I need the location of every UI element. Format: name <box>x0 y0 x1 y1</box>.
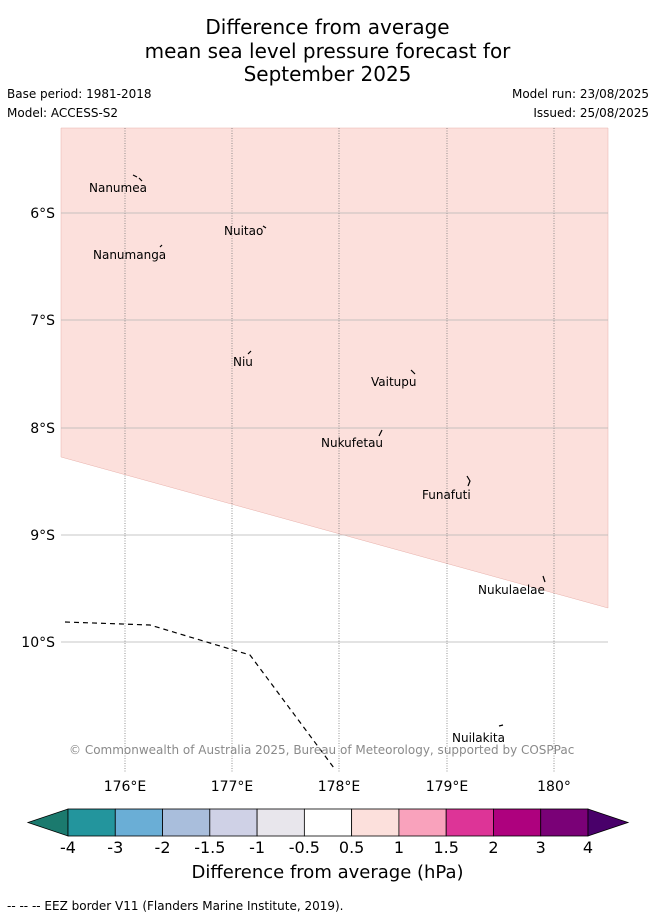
colorbar-tick-label: 4 <box>582 838 594 857</box>
island-shape-funafuti <box>466 475 471 487</box>
colorbar-segment <box>67 808 116 837</box>
copyright-notice: © Commonwealth of Australia 2025, Bureau… <box>69 743 574 757</box>
x-tick-176e: 176°E <box>104 779 147 795</box>
island-shape-niu <box>247 350 252 355</box>
colorbar-tick-label: -1.5 <box>194 838 226 857</box>
colorbar-segment <box>114 808 163 837</box>
island-shape-nukulaelae <box>542 575 546 583</box>
map-title: Difference from average mean sea level p… <box>0 15 655 87</box>
colorbar-tick-label: -4 <box>60 838 76 857</box>
colorbar-extend-high <box>587 808 630 837</box>
colorbar-segment <box>445 808 494 837</box>
island-shape-nanumanga <box>159 244 163 248</box>
colorbar-tick-label: 3 <box>535 838 546 857</box>
island-shape-nanumea <box>132 174 143 182</box>
colorbar-extend-low <box>26 808 69 837</box>
eez-border-line <box>64 621 335 769</box>
colorbar-title: Difference from average (hPa) <box>191 862 464 883</box>
colorbar-segment <box>303 808 353 837</box>
title-line-1: Difference from average <box>205 15 450 39</box>
island-label-nukulaelae: Nukulaelae <box>478 583 545 597</box>
y-tick-9s: 9°S <box>30 528 55 544</box>
colorbar-segment <box>209 808 258 837</box>
title-line-3: September 2025 <box>243 62 412 86</box>
colorbar <box>26 808 630 837</box>
colorbar-tick-label: -3 <box>107 838 124 857</box>
island-label-niu: Niu <box>233 355 253 369</box>
island-shapes <box>132 174 546 727</box>
colorbar-segment <box>493 808 542 837</box>
x-tick-177e: 177°E <box>211 779 254 795</box>
x-tick-178e: 178°E <box>318 779 361 795</box>
x-tick-179e: 179°E <box>426 779 469 795</box>
island-label-nuitao: Nuitao <box>224 224 263 238</box>
colorbar-segment <box>256 808 305 837</box>
island-label-nukufetau: Nukufetau <box>321 436 383 450</box>
y-tick-8s: 8°S <box>30 421 55 437</box>
title-line-2: mean sea level pressure forecast for <box>144 38 511 63</box>
island-label-nuilakita: Nuilakita <box>452 731 505 745</box>
colorbar-tick-label: -1 <box>249 838 266 857</box>
issued-date: Issued: 25/08/2025 <box>533 106 649 120</box>
island-shape-nukufetau <box>378 429 383 437</box>
x-tick-180: 180° <box>537 779 571 795</box>
base-period: Base period: 1981-2018 <box>7 87 152 101</box>
colorbar-tick-label: 0.5 <box>338 838 365 857</box>
colorbar-segment <box>398 808 447 837</box>
eez-border-note: -- -- -- EEZ border V11 (Flanders Marine… <box>7 899 344 913</box>
colorbar-tick-label: 2 <box>488 838 499 857</box>
island-label-funafuti: Funafuti <box>422 488 471 502</box>
island-shape-vaitupu <box>410 369 416 375</box>
colorbar-tick-label: 1 <box>393 838 404 857</box>
colorbar-tick-label: -0.5 <box>288 838 320 857</box>
island-label-vaitupu: Vaitupu <box>371 375 417 389</box>
latitude-gridlines <box>61 212 608 643</box>
y-tick-6s: 6°S <box>30 206 55 222</box>
colorbar-segment <box>162 808 211 837</box>
island-label-nanumanga: Nanumanga <box>93 248 166 262</box>
colorbar-segment <box>540 808 589 837</box>
model-name: Model: ACCESS-S2 <box>7 106 119 120</box>
y-tick-7s: 7°S <box>30 313 55 329</box>
anomaly-shading-region <box>60 127 609 609</box>
colorbar-tick-label: -2 <box>154 838 171 857</box>
colorbar-segment <box>351 808 400 837</box>
island-shape-nuilakita <box>498 724 504 727</box>
island-label-nanumea: Nanumea <box>89 181 147 195</box>
island-shape-nuitao <box>262 225 267 229</box>
model-run: Model run: 23/08/2025 <box>511 87 649 101</box>
colorbar-tick-label: 1.5 <box>433 838 459 857</box>
y-tick-10s: 10°S <box>21 635 55 651</box>
